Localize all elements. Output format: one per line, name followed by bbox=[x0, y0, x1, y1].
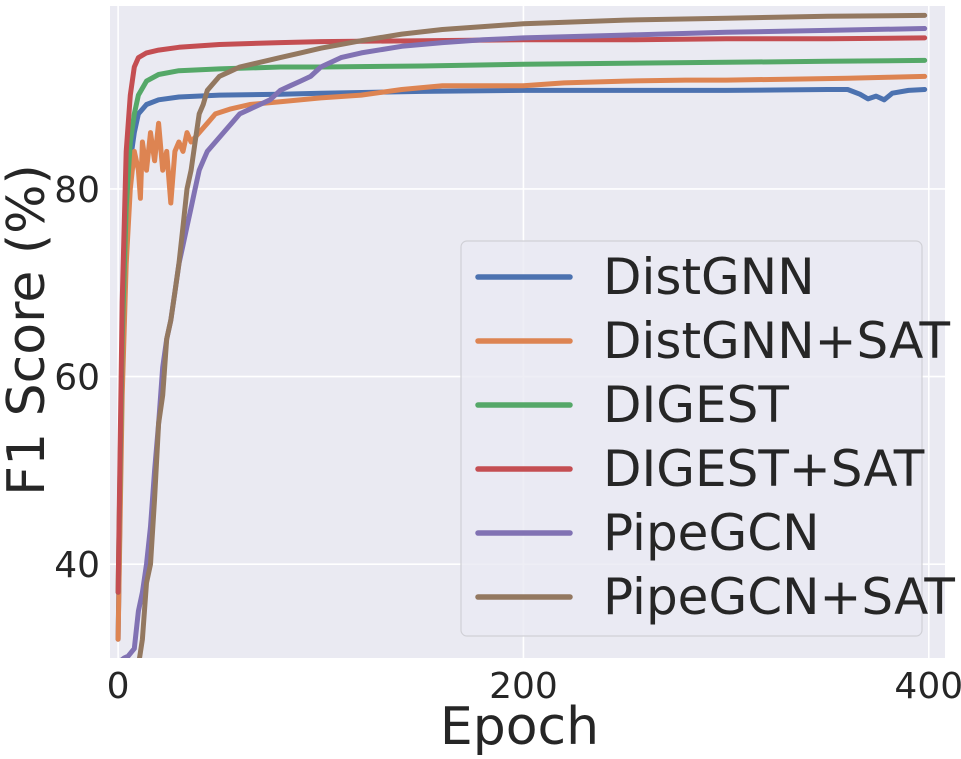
x-axis-label: Epoch bbox=[440, 697, 599, 757]
series-line-digest bbox=[115, 57, 928, 595]
legend-label: DIGEST bbox=[603, 376, 789, 434]
tick-labels: 0 200 400 40 60 80 bbox=[54, 170, 961, 707]
y-tick-label: 60 bbox=[54, 358, 100, 399]
legend-label: PipeGCN bbox=[603, 504, 820, 562]
legend-label: DIGEST+SAT bbox=[603, 440, 925, 498]
y-axis-label: F1 Score (%) bbox=[0, 164, 57, 496]
series-lines bbox=[115, 12, 928, 658]
series-line-digest-sat bbox=[115, 35, 928, 595]
legend-label: DistGNN+SAT bbox=[603, 312, 950, 370]
y-tick-label: 80 bbox=[54, 170, 100, 211]
legend-label: DistGNN bbox=[603, 248, 815, 306]
legend-box bbox=[460, 240, 923, 637]
x-tick-label: 0 bbox=[107, 666, 130, 707]
x-tick-label: 400 bbox=[894, 666, 961, 707]
series-line-distgnn bbox=[115, 87, 928, 642]
series-line-pipegcn-sat bbox=[137, 12, 928, 658]
y-tick-label: 40 bbox=[54, 545, 100, 586]
legend: DistGNN DistGNN+SAT DIGEST DIGEST+SAT PipeGC… bbox=[460, 240, 955, 637]
x-tick-label: 200 bbox=[489, 666, 558, 707]
legend-label: PipeGCN+SAT bbox=[603, 568, 955, 626]
